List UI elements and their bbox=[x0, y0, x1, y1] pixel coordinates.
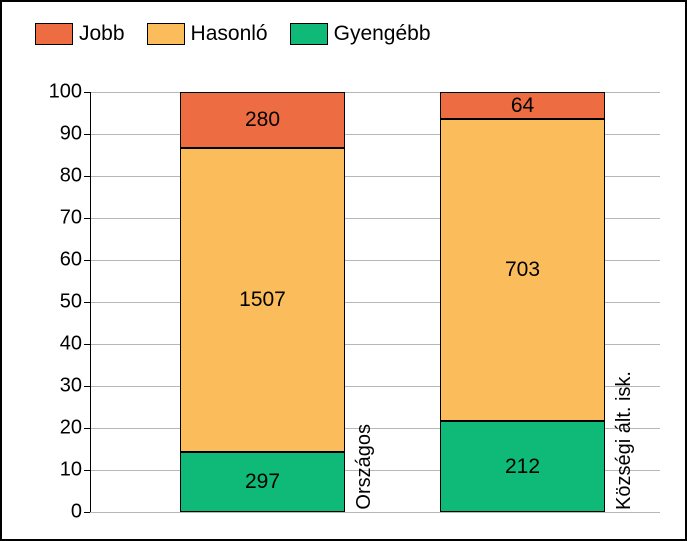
y-tick-label: 40 bbox=[60, 333, 90, 356]
y-tick-label: 80 bbox=[60, 165, 90, 188]
legend-item: Gyengébb bbox=[290, 22, 431, 46]
chart-container: Jobb Hasonló Gyengébb 0 10 20 30 40 50 60 70 80 90 10… bbox=[0, 0, 687, 541]
bar-segment: 64 bbox=[440, 92, 605, 119]
y-tick-label: 70 bbox=[60, 207, 90, 230]
y-tick-label: 20 bbox=[60, 417, 90, 440]
y-tick-label: 50 bbox=[60, 291, 90, 314]
bar-value-label: 297 bbox=[245, 470, 280, 494]
bar-value-label: 212 bbox=[505, 455, 540, 479]
y-tick-label: 30 bbox=[60, 375, 90, 398]
bar-segment: 212 bbox=[440, 421, 605, 512]
bar-value-label: 280 bbox=[245, 108, 280, 132]
legend-label: Hasonló bbox=[191, 22, 268, 46]
legend-swatch bbox=[35, 23, 73, 45]
y-tick-label: 60 bbox=[60, 249, 90, 272]
legend-item: Hasonló bbox=[147, 22, 268, 46]
bar-group: 212 703 64 bbox=[440, 92, 605, 512]
category-label: Községi ált. isk. bbox=[613, 371, 636, 510]
category-label: Országos bbox=[353, 424, 376, 510]
bar-group: 297 1507 280 bbox=[180, 92, 345, 512]
plot-area: 01020304050607080901002971507280Országos… bbox=[90, 92, 660, 512]
bar-value-label: 1507 bbox=[239, 288, 286, 312]
bar-segment: 280 bbox=[180, 92, 345, 148]
y-tick-label: 10 bbox=[60, 459, 90, 482]
legend-swatch bbox=[290, 23, 328, 45]
bar-segment: 297 bbox=[180, 452, 345, 512]
bar-segment: 1507 bbox=[180, 148, 345, 452]
legend-item: Jobb bbox=[35, 22, 125, 46]
y-tick-label: 100 bbox=[49, 81, 90, 104]
bar-value-label: 64 bbox=[511, 94, 534, 118]
legend-swatch bbox=[147, 23, 185, 45]
y-tick-label: 90 bbox=[60, 123, 90, 146]
gridline bbox=[90, 512, 660, 513]
bar-segment: 703 bbox=[440, 119, 605, 421]
legend: Jobb Hasonló Gyengébb bbox=[35, 22, 431, 46]
y-axis-line bbox=[90, 92, 91, 512]
bar-value-label: 703 bbox=[505, 258, 540, 282]
legend-label: Gyengébb bbox=[334, 22, 431, 46]
y-tick-label: 0 bbox=[71, 501, 90, 524]
legend-label: Jobb bbox=[79, 22, 125, 46]
